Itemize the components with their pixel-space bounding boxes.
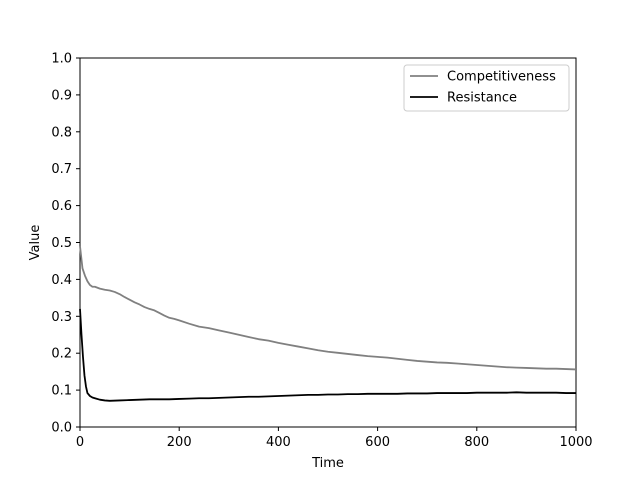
y-tick-label-0.2: 0.2 — [51, 347, 72, 362]
x-tick-label-800: 800 — [464, 435, 489, 450]
y-tick-label-0.8: 0.8 — [51, 125, 72, 140]
x-tick-label-400: 400 — [266, 435, 291, 450]
y-axis: 0.0 0.1 0.2 0.3 0.4 0.5 0.6 0.7 0.8 0.9 1.0 — [51, 52, 80, 436]
y-tick-label-0.3: 0.3 — [51, 310, 72, 325]
y-axis-label: Value — [28, 225, 43, 261]
series-line-competitiveness — [79, 246, 577, 371]
y-tick-label-0.4: 0.4 — [51, 273, 72, 288]
y-tick-label-0.0: 0.0 — [51, 421, 72, 436]
legend-box — [403, 64, 570, 112]
x-tick-label-1000: 1000 — [559, 435, 592, 450]
x-tick-label-200: 200 — [167, 435, 192, 450]
series-layer — [79, 246, 577, 402]
x-axis-label: Time — [311, 456, 344, 471]
y-tick-label-0.9: 0.9 — [51, 88, 72, 103]
y-tick-label-0.1: 0.1 — [51, 384, 72, 399]
x-tick-label-600: 600 — [365, 435, 390, 450]
y-tick-label-0.5: 0.5 — [51, 236, 72, 251]
x-tick-label-0: 0 — [76, 435, 84, 450]
legend: Competitiveness Resistance — [403, 64, 570, 112]
legend-label-resistance: Resistance — [447, 91, 517, 106]
y-tick-label-0.7: 0.7 — [51, 162, 72, 177]
y-tick-label-1.0: 1.0 — [51, 52, 72, 67]
series-line-resistance — [79, 308, 576, 402]
y-tick-label-0.6: 0.6 — [51, 199, 72, 214]
x-axis: 0 200 400 600 800 1000 — [76, 427, 593, 450]
plot-area — [79, 57, 577, 428]
legend-label-competitiveness: Competitiveness — [447, 70, 556, 85]
